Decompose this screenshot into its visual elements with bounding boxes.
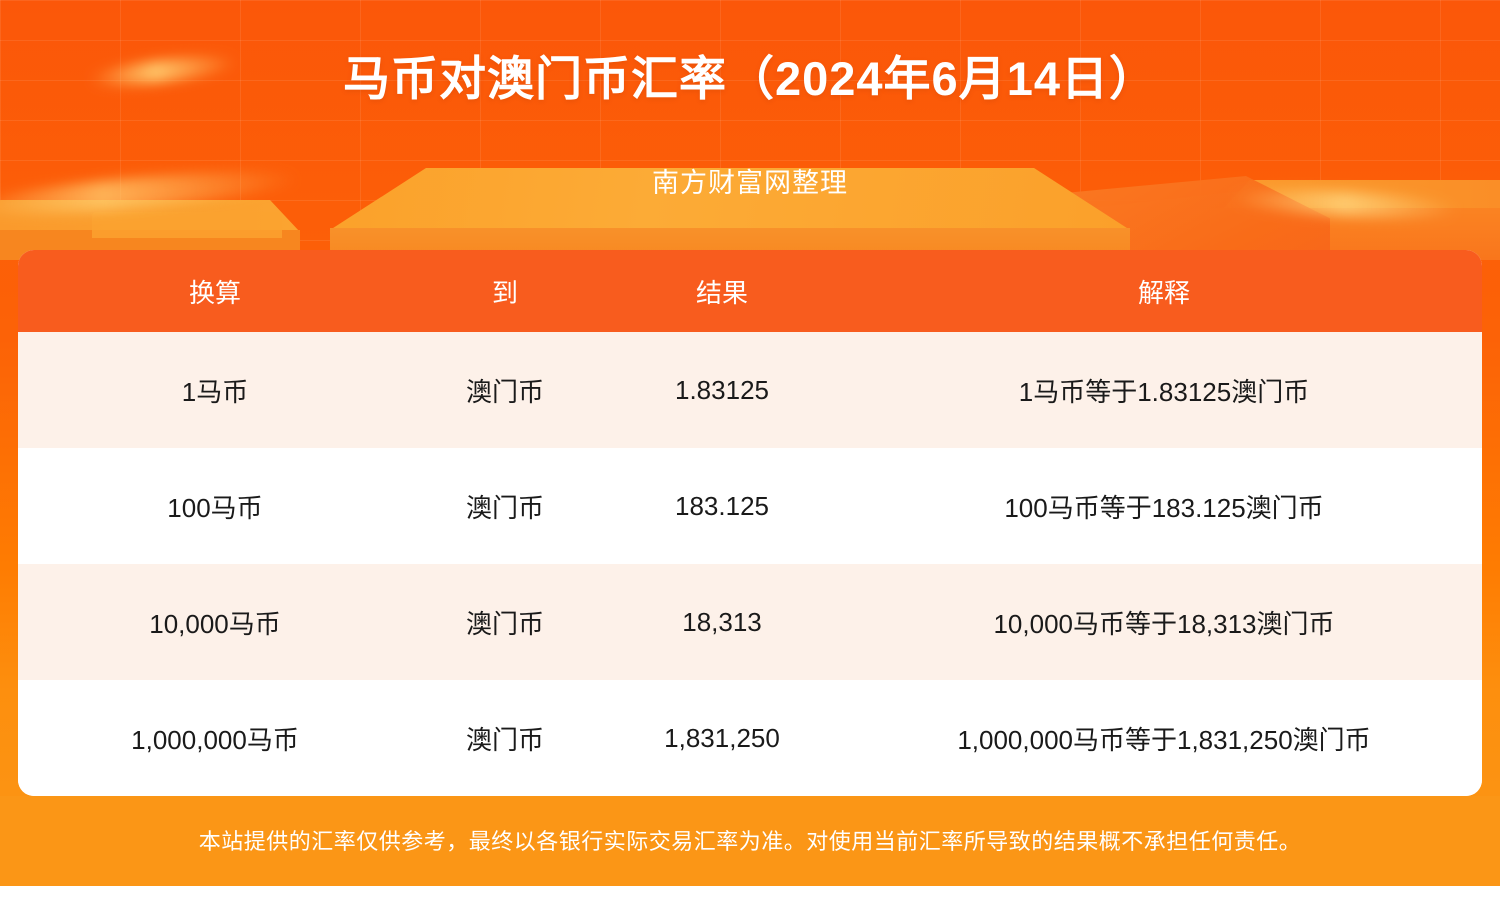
footer-band (0, 796, 1500, 886)
cell-result: 1.83125 (675, 374, 769, 405)
cell-result: 18,313 (682, 606, 762, 637)
footer-disclaimer: 本站提供的汇率仅供参考，最终以各银行实际交易汇率为准。对使用当前汇率所导致的结果… (198, 829, 1302, 854)
table-header-convert: 换算 (188, 277, 241, 308)
table-header-row: 换算 到 结果 解释 (18, 250, 1482, 332)
cell-to: 澳门币 (465, 608, 544, 639)
table-row: 1,000,000马币 澳门币 1,831,250 1,000,000马币等于1… (18, 680, 1482, 796)
page-subtitle: 南方财富网整理 (652, 168, 848, 198)
table-row: 1马币 澳门币 1.83125 1马币等于1.83125澳门币 (18, 332, 1482, 448)
table-row: 10,000马币 澳门币 18,313 10,000马币等于18,313澳门币 (18, 564, 1482, 680)
cell-result: 1,831,250 (664, 722, 780, 753)
table-header-result: 结果 (695, 277, 748, 308)
cell-explain: 1马币等于1.83125澳门币 (1018, 376, 1310, 407)
cell-convert: 1,000,000马币 (131, 724, 299, 755)
cell-to: 澳门币 (465, 492, 544, 523)
cell-convert: 100马币 (167, 492, 263, 523)
cell-to: 澳门币 (465, 724, 544, 755)
cell-convert: 10,000马币 (149, 608, 281, 639)
cell-explain: 100马币等于183.125澳门币 (1004, 492, 1324, 523)
table-header-explain: 解释 (1137, 277, 1190, 308)
bottom-white-strip (0, 886, 1500, 920)
cell-result: 183.125 (675, 490, 769, 521)
exchange-rate-table-card: 南方财富网 Southmoney.com 换算 到 结果 解释 1马币 澳门币 … (18, 250, 1482, 796)
cell-explain: 1,000,000马币等于1,831,250澳门币 (957, 724, 1371, 755)
cell-convert: 1马币 (181, 376, 249, 407)
cell-explain: 10,000马币等于18,313澳门币 (993, 608, 1335, 639)
page-title: 马币对澳门币汇率（2024年6月14日） (343, 52, 1157, 105)
table-header-to: 到 (491, 277, 518, 308)
cell-to: 澳门币 (465, 376, 544, 407)
table-row: 100马币 澳门币 183.125 100马币等于183.125澳门币 (18, 448, 1482, 564)
